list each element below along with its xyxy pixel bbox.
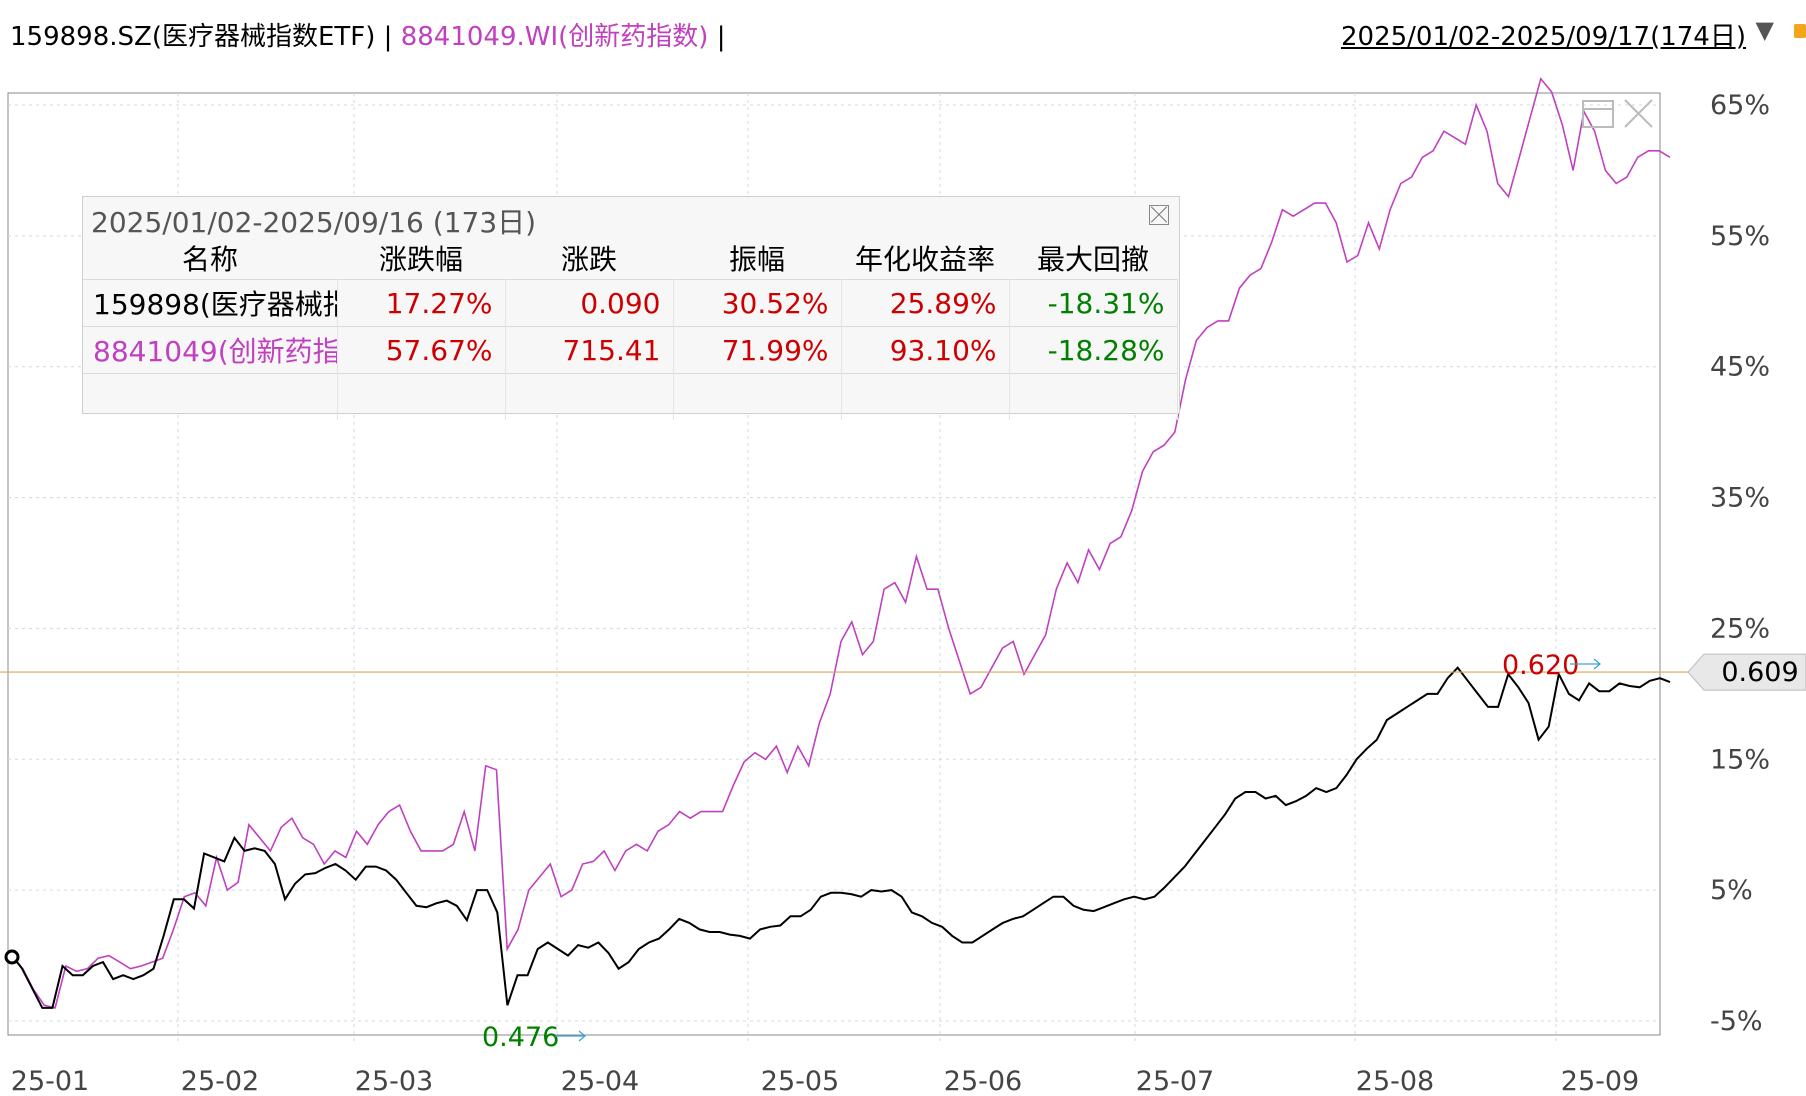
col-change-header: 涨跌 — [560, 243, 617, 276]
y-tick-label: 25% — [1710, 613, 1770, 644]
col-name-header: 名称 — [181, 243, 238, 276]
x-tick-label: 25-01 — [11, 1066, 89, 1096]
y-tick-label: 65% — [1710, 90, 1770, 121]
y-tick-label: 35% — [1710, 483, 1770, 514]
x-tick-label: 25-08 — [1356, 1066, 1434, 1096]
lock-icon — [1794, 24, 1806, 38]
x-tick-label: 25-09 — [1561, 1066, 1639, 1096]
x-tick-label: 25-04 — [561, 1066, 639, 1096]
date-range-selector[interactable]: 2025/01/02-2025/09/17(174日) — [1340, 22, 1746, 52]
x-tick-label: 25-07 — [1136, 1066, 1214, 1096]
price-tag-box — [1687, 653, 1806, 691]
max-value-label: 0.620 — [1502, 650, 1579, 681]
stats-header-row: 名称 涨跌幅 涨跌 振幅 年化收益率 最大回撤 — [83, 237, 1177, 280]
maximize-icon[interactable] — [1582, 100, 1614, 128]
y-tick-label: -5% — [1710, 1006, 1763, 1037]
x-tick-label: 25-02 — [181, 1066, 259, 1096]
x-tick-label: 25-05 — [761, 1066, 839, 1096]
max-arrowhead-icon — [1593, 658, 1601, 670]
stats-title: 2025/01/02-2025/09/16 (173日) — [91, 206, 537, 239]
col-change-pct-header: 涨跌幅 — [378, 243, 463, 276]
stats-row-series2[interactable]: 8841049(创新药指数 57.67% 715.41 71.99% 93.10… — [83, 326, 1178, 374]
min-value-label: 0.476 — [482, 1022, 559, 1053]
row1-name: 159898(医疗器械指 — [83, 279, 338, 327]
legend-separator: | — [383, 22, 393, 52]
col-annualized-header: 年化收益率 — [854, 243, 995, 276]
close-chart-icon-b[interactable] — [1624, 99, 1653, 128]
series2-line[interactable] — [11, 77, 1671, 1009]
col-amplitude-header: 振幅 — [728, 243, 785, 276]
row1-annualized: 25.89% — [841, 279, 1010, 327]
interval-stats-panel: 2025/01/02-2025/09/16 (173日) 名称 涨跌幅 涨跌 振… — [82, 196, 1180, 420]
x-tick-label: 25-03 — [355, 1066, 433, 1096]
legend-separator-2: | — [716, 22, 726, 52]
row2-annualized: 93.10% — [841, 326, 1010, 374]
series1-name[interactable]: 159898.SZ(医疗器械指数ETF) — [10, 22, 376, 52]
y-tick-label: 45% — [1710, 352, 1770, 383]
y-tick-label: 5% — [1710, 875, 1753, 906]
min-arrowhead-icon — [578, 1030, 586, 1042]
row2-change: 715.41 — [505, 326, 674, 374]
stats-table: 名称 涨跌幅 涨跌 振幅 年化收益率 最大回撤 159898(医疗器械指 17.… — [83, 237, 1178, 420]
stats-empty-row — [83, 373, 1178, 420]
row1-amplitude: 30.52% — [673, 279, 842, 327]
row2-max-drawdown: -18.28% — [1009, 326, 1178, 374]
row2-amplitude: 71.99% — [673, 326, 842, 374]
row2-change-pct: 57.67% — [337, 326, 506, 374]
row1-max-drawdown: -18.31% — [1009, 279, 1178, 327]
close-icon[interactable] — [1149, 205, 1169, 225]
x-tick-label: 25-06 — [944, 1066, 1022, 1096]
row2-name: 8841049(创新药指数 — [83, 326, 338, 374]
series-legend: 159898.SZ(医疗器械指数ETF) | 8841049.WI(创新药指数)… — [10, 16, 725, 53]
row1-change-pct: 17.27% — [337, 279, 506, 327]
series1-line[interactable] — [11, 666, 1671, 1009]
stats-row-series1[interactable]: 159898(医疗器械指 17.27% 0.090 30.52% 25.89% … — [83, 279, 1178, 327]
row1-change: 0.090 — [505, 279, 674, 327]
chevron-down-icon[interactable]: ▼ — [1755, 16, 1774, 44]
current-price-label: 0.609 — [1721, 657, 1798, 688]
start-point-marker — [4, 949, 20, 965]
y-tick-label: 15% — [1710, 744, 1770, 775]
chart-header: 159898.SZ(医疗器械指数ETF) | 8841049.WI(创新药指数)… — [0, 0, 1806, 56]
y-tick-label: 55% — [1710, 221, 1770, 252]
series2-name[interactable]: 8841049.WI(创新药指数) — [400, 22, 709, 52]
col-max-drawdown-header: 最大回撤 — [1036, 243, 1149, 276]
